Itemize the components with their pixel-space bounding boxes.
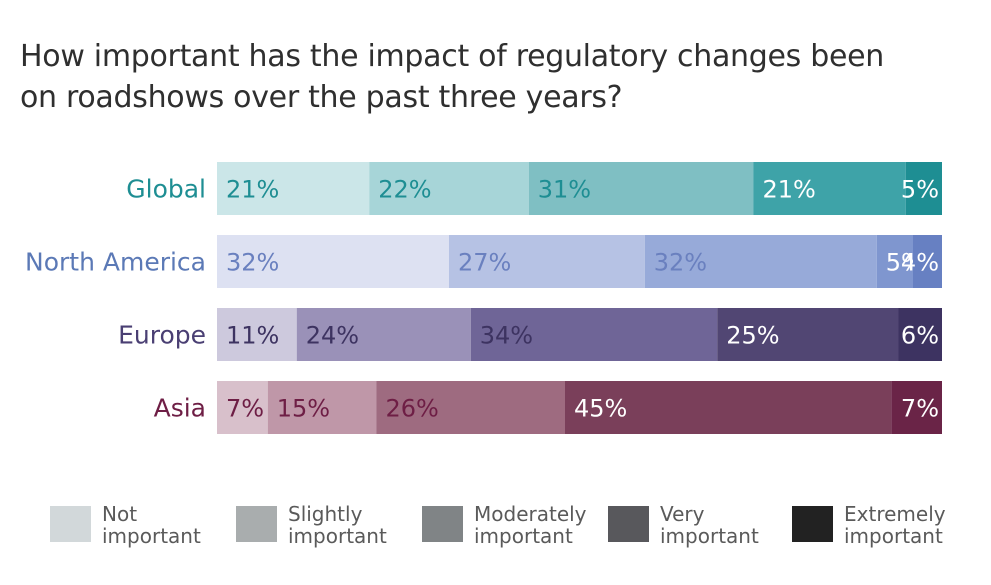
bar-segment <box>565 381 892 434</box>
data-label: 32% <box>226 249 279 277</box>
data-label: 22% <box>378 176 431 204</box>
bar-segment <box>717 308 899 361</box>
bar-segment <box>217 235 449 288</box>
bar-segment <box>217 308 297 361</box>
data-label: 5% <box>901 176 939 204</box>
bar-segment <box>891 381 942 434</box>
data-label: 31% <box>538 176 591 204</box>
legend-swatch <box>236 506 277 542</box>
category-label-north-america: North America <box>25 248 206 277</box>
legend-label: Slightly important <box>288 502 387 548</box>
legend-swatch <box>608 506 649 542</box>
category-label-europe: Europe <box>118 321 206 350</box>
bar-segment <box>376 381 565 434</box>
data-label: 34% <box>480 322 533 350</box>
legend-swatch <box>792 506 833 542</box>
bar-segment <box>470 308 718 361</box>
legend-label: Moderately important <box>474 502 587 548</box>
category-label-global: Global <box>126 175 206 204</box>
data-label: 21% <box>226 176 279 204</box>
legend-label: Extremely important <box>844 502 946 548</box>
data-label: 32% <box>654 249 707 277</box>
bar-segment <box>905 162 942 215</box>
bar-segment <box>913 235 942 288</box>
data-label: 26% <box>386 395 439 423</box>
data-label: 45% <box>574 395 627 423</box>
bar-segment <box>369 162 529 215</box>
data-label: 7% <box>226 395 264 423</box>
legend-label: Very important <box>660 502 759 548</box>
legend-swatch <box>422 506 463 542</box>
data-label: 25% <box>726 322 779 350</box>
data-label: 24% <box>306 322 359 350</box>
data-label: 15% <box>277 395 330 423</box>
data-label: 4% <box>901 249 939 277</box>
bar-segment <box>644 235 877 288</box>
data-label: 6% <box>901 322 939 350</box>
bar-segment <box>217 381 268 434</box>
bar-segment <box>217 162 370 215</box>
data-label: 11% <box>226 322 279 350</box>
data-label: 7% <box>901 395 939 423</box>
bar-segment <box>528 162 754 215</box>
category-label-asia: Asia <box>154 394 206 423</box>
bar-segment <box>449 235 645 288</box>
bar-segment <box>898 308 942 361</box>
legend-label: Not important <box>102 502 201 548</box>
legend-swatch <box>50 506 91 542</box>
bar-segment <box>876 235 913 288</box>
data-label: 27% <box>458 249 511 277</box>
chart-title: How important has the impact of regulato… <box>20 39 884 115</box>
bar-segment <box>267 381 377 434</box>
bar-segment <box>296 308 471 361</box>
data-label: 21% <box>763 176 816 204</box>
bar-segment <box>753 162 906 215</box>
